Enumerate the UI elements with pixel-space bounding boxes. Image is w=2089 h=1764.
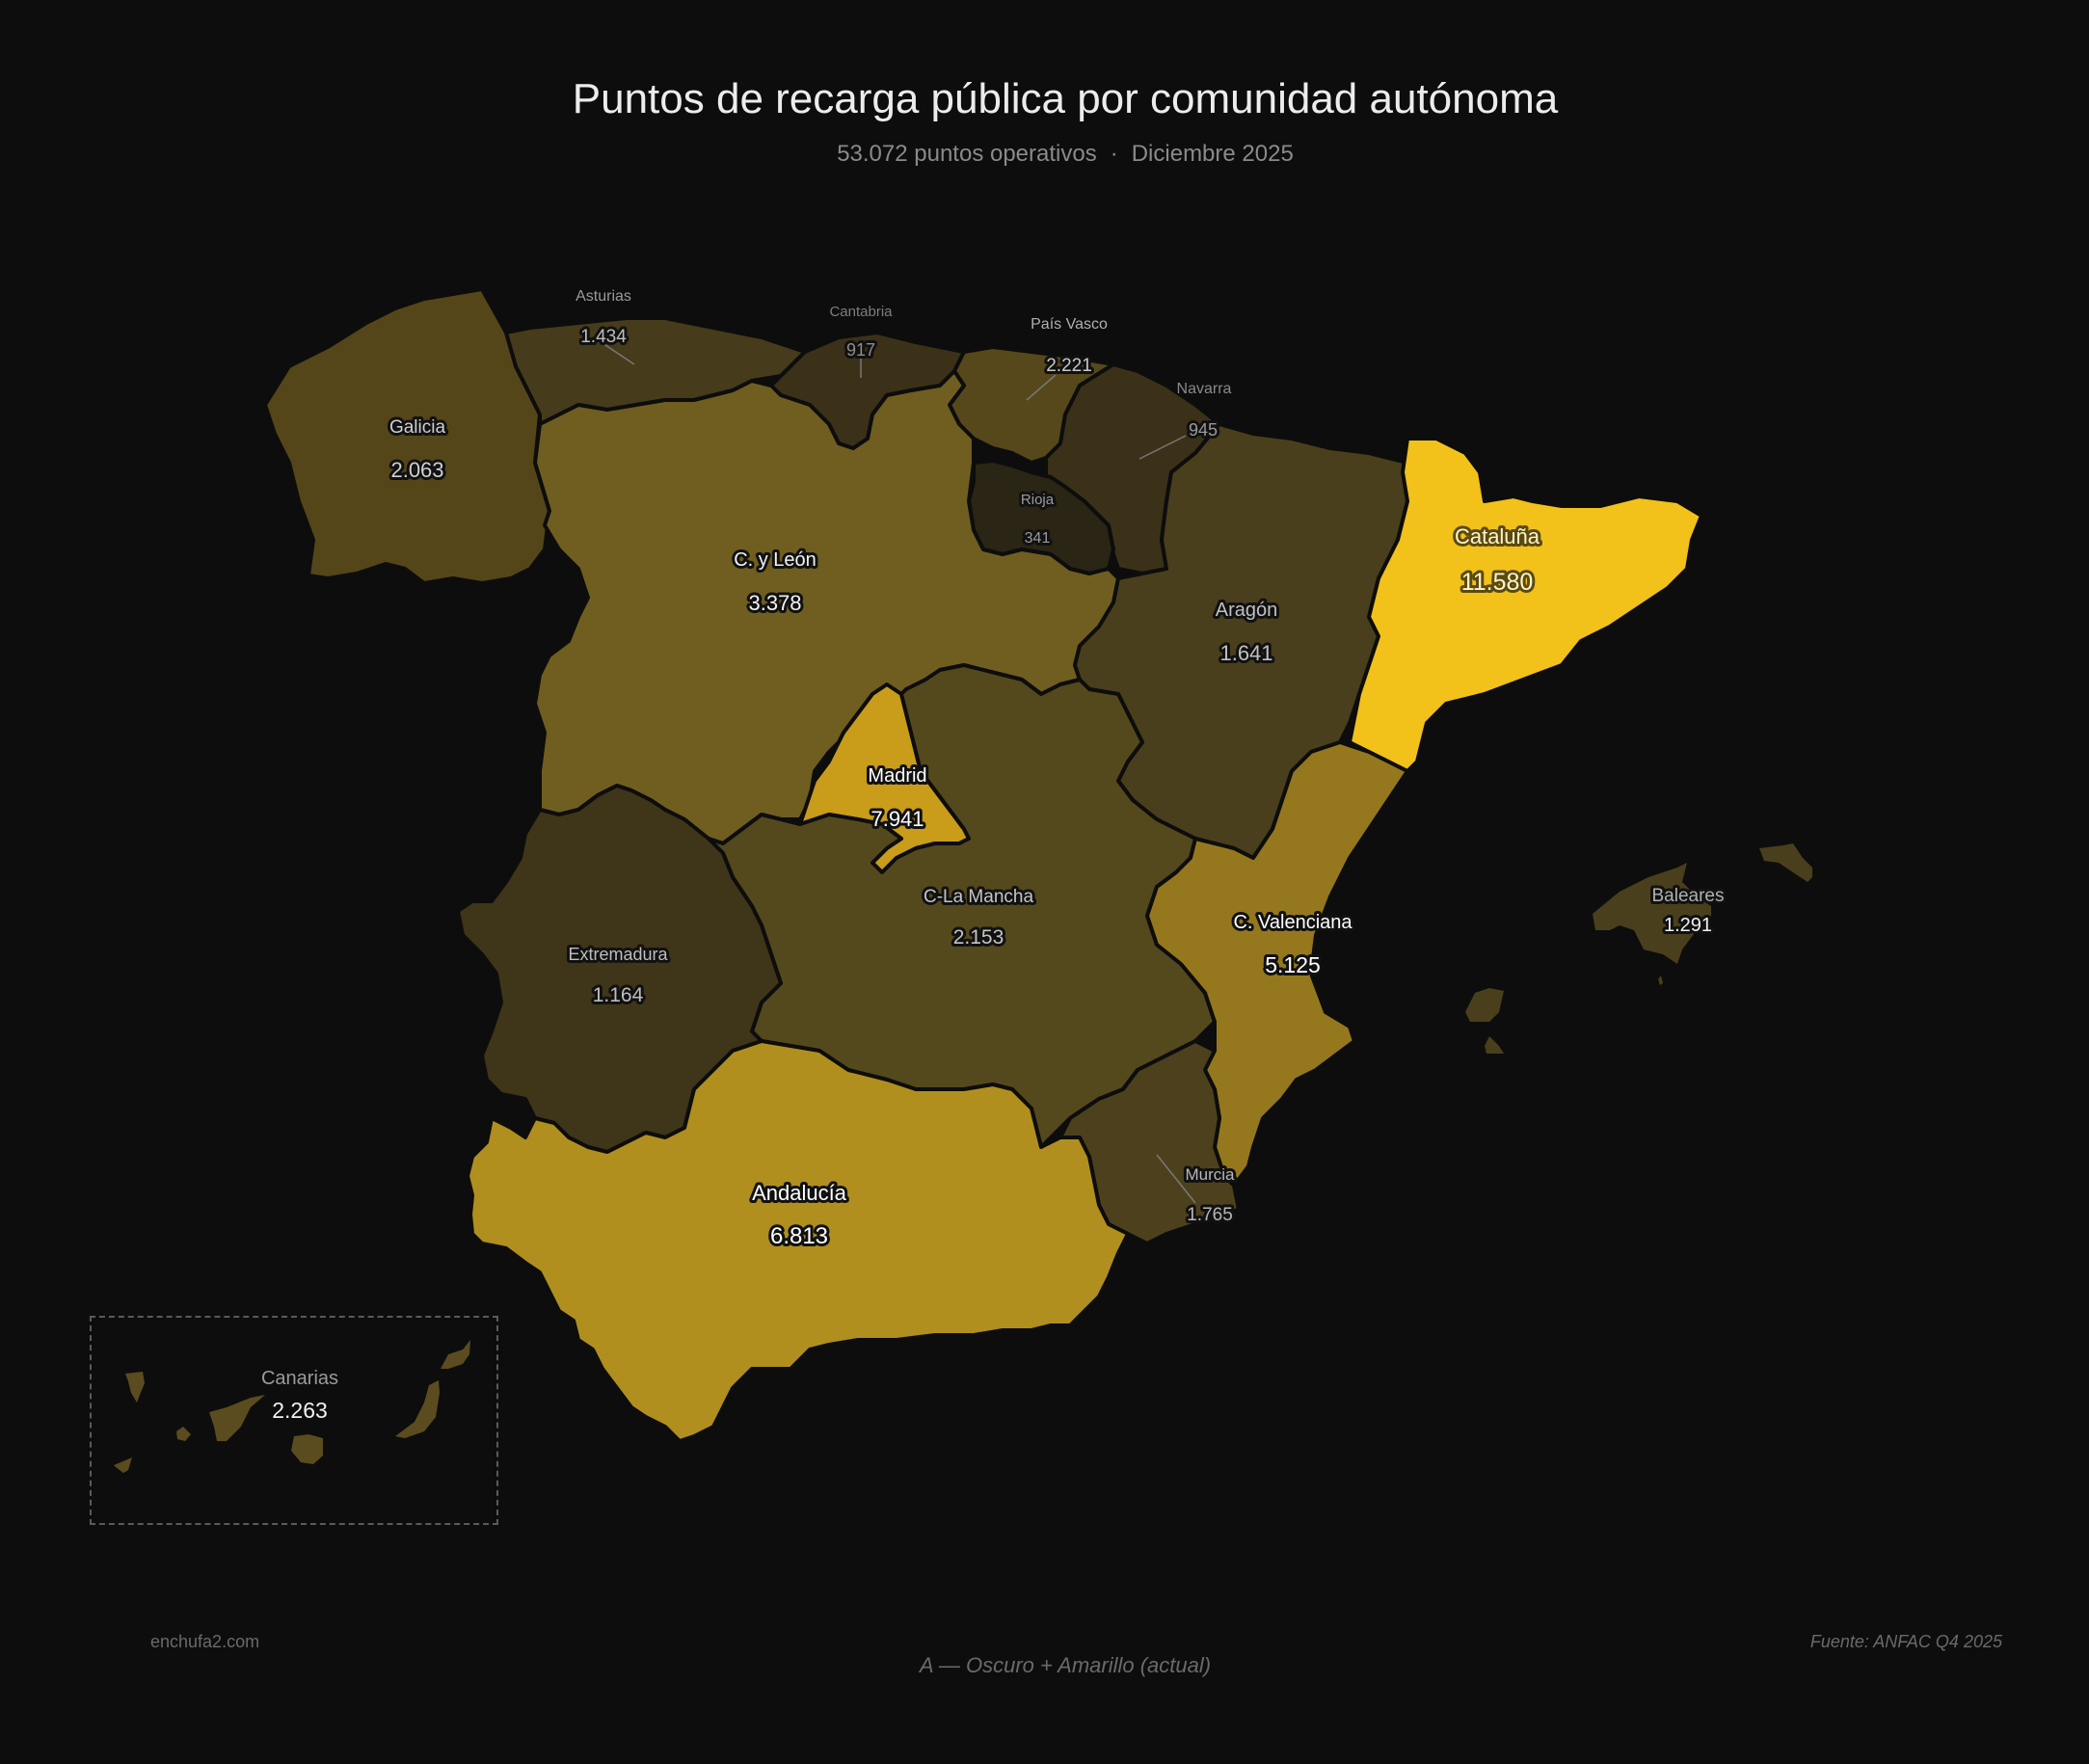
- label-madrid-name: Madrid: [868, 765, 926, 787]
- label-galicia-value: 2.063: [390, 458, 443, 482]
- subtitle-date: Diciembre 2025: [1131, 141, 1294, 167]
- label-cantabria-value: 917: [846, 340, 875, 360]
- label-canarias-value: 2.263: [272, 1398, 328, 1423]
- chart-subtitle: 53.072 puntos operativos · Diciembre 2025: [0, 141, 2089, 168]
- footer-source: Fuente: ANFAC Q4 2025: [1809, 1632, 2002, 1651]
- subtitle-total: 53.072 puntos operativos: [837, 141, 1097, 167]
- label-cataluna-value: 11.580: [1461, 569, 1534, 596]
- label-asturias-name: Asturias: [576, 288, 631, 305]
- label-cvalenciana-value: 5.125: [1265, 952, 1321, 977]
- label-andalucia-value: 6.813: [770, 1223, 828, 1249]
- label-rioja-value: 341: [1025, 530, 1051, 547]
- label-asturias-value: 1.434: [580, 327, 627, 347]
- label-clamancha-value: 2.153: [953, 926, 1004, 949]
- footer-site-credit: enchufa2.com: [150, 1632, 260, 1651]
- region-cataluna[interactable]: [1348, 437, 1703, 773]
- label-madrid-value: 7.941: [870, 807, 924, 831]
- subtitle-separator: ·: [1110, 141, 1118, 167]
- canarias-inset-frame: [90, 1316, 498, 1525]
- label-murcia-name: Murcia: [1185, 1165, 1235, 1184]
- chart-title: Puntos de recarga pública por comunidad …: [572, 75, 1559, 122]
- pais-vasco-leader-line: [1026, 374, 1057, 401]
- label-baleares-name: Baleares: [1652, 886, 1725, 906]
- murcia-leader-line: [1156, 1154, 1196, 1204]
- label-cantabria-name: Cantabria: [829, 304, 893, 320]
- label-galicia-name: Galicia: [389, 417, 446, 438]
- label-extremadura-name: Extremadura: [568, 945, 668, 964]
- navarra-leader-line: [1138, 435, 1187, 460]
- label-murcia-value: 1.765: [1187, 1205, 1233, 1225]
- label-cataluna-name: Cataluña: [1455, 524, 1540, 548]
- region-baleares[interactable]: [1465, 843, 1812, 1054]
- region-c-valenciana[interactable]: [1145, 740, 1409, 1188]
- region-canarias[interactable]: [114, 1340, 470, 1473]
- label-andalucia-name: Andalucía: [752, 1181, 847, 1205]
- label-aragon-name: Aragón: [1216, 600, 1278, 621]
- label-aragon-value: 1.641: [1219, 641, 1272, 665]
- label-pais-vasco-value: 2.221: [1046, 356, 1092, 376]
- footer-variant-caption: A — Oscuro + Amarillo (actual): [919, 1653, 1212, 1677]
- asturias-leader-line: [602, 342, 635, 365]
- label-cvalenciana-name: C. Valenciana: [1233, 912, 1352, 933]
- region-navarra[interactable]: [1044, 362, 1221, 575]
- label-extremadura-value: 1.164: [593, 984, 644, 1006]
- label-rioja-name: Rioja: [1021, 492, 1055, 508]
- label-baleares-value: 1.291: [1664, 915, 1712, 936]
- label-navarra-name: Navarra: [1177, 381, 1232, 397]
- label-cyleon-value: 3.378: [748, 591, 801, 615]
- label-cyleon-name: C. y León: [734, 549, 817, 571]
- label-canarias-name: Canarias: [261, 1368, 338, 1389]
- label-clamancha-name: C-La Mancha: [924, 887, 1033, 907]
- label-pais-vasco-name: País Vasco: [1031, 316, 1108, 333]
- label-navarra-value: 945: [1189, 420, 1218, 440]
- region-andalucia[interactable]: [466, 1039, 1130, 1443]
- region-galicia[interactable]: [263, 287, 551, 585]
